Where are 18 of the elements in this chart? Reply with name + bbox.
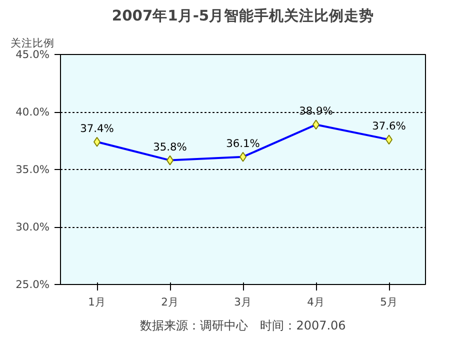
data-label: 38.9% [299,104,333,118]
y-tick-label: 25.0% [16,278,50,291]
x-tick-label: 3月 [234,296,252,308]
data-label: 37.4% [80,122,114,135]
data-label: 36.1% [226,136,260,150]
y-tick-label: 45.0% [16,48,50,61]
data-label: 35.8% [153,140,187,154]
y-tick-label: 40.0% [16,106,50,118]
source-note: 数据来源：调研中心 时间：2007.06 [140,318,346,332]
y-axis-title: 关注比例 [10,36,54,50]
x-tick-label: 5月 [380,296,398,308]
chart-title: 2007年1月-5月智能手机关注比例走势 [112,6,374,24]
x-tick-label: 2月 [161,296,179,308]
x-tick-label: 4月 [307,296,325,308]
y-tick-label: 30.0% [16,220,50,234]
data-label: 37.6% [372,120,406,133]
y-tick-label: 35.0% [16,163,50,176]
x-tick-label: 1月 [88,296,106,308]
